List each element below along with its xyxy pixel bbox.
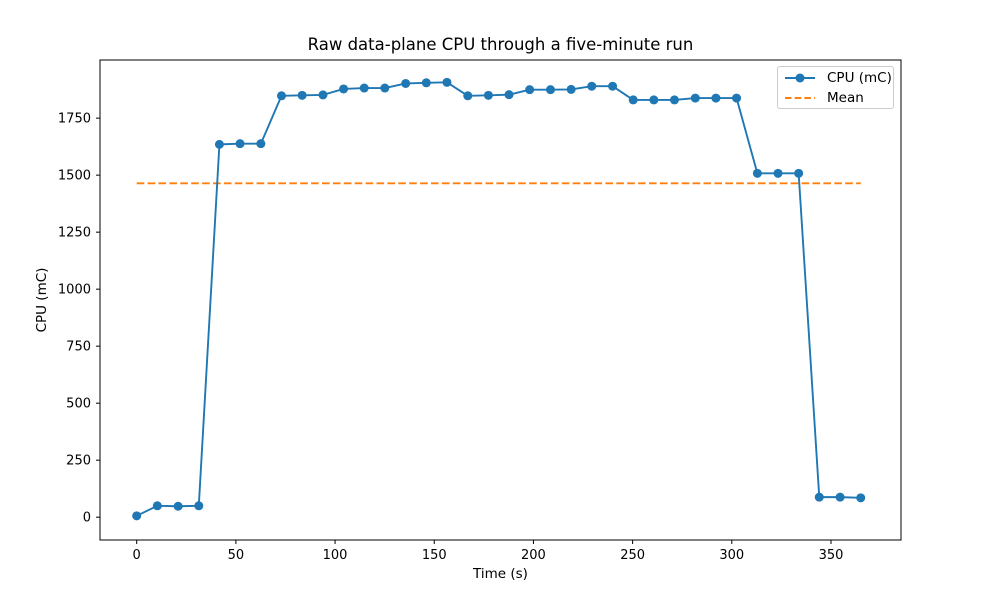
cpu-data-point (814, 492, 824, 502)
cpu-data-point (711, 93, 721, 103)
cpu-data-point (339, 84, 349, 94)
legend: CPU (mC) Mean (777, 66, 894, 109)
cpu-data-point (463, 91, 473, 101)
cpu-data-point (318, 90, 328, 100)
cpu-data-point (214, 139, 224, 149)
mean-dashed-swatch-icon (785, 97, 815, 99)
y-tick-label: 1750 (58, 112, 91, 127)
cpu-data-point (856, 493, 866, 503)
y-tick-label: 1000 (58, 283, 91, 298)
cpu-data-point (608, 81, 618, 91)
y-tick-label: 250 (66, 454, 91, 469)
x-tick-label: 200 (521, 548, 546, 563)
y-tick-label: 0 (83, 511, 91, 526)
cpu-data-point (359, 83, 369, 93)
cpu-data-point (277, 91, 287, 101)
cpu-data-point (256, 139, 266, 149)
x-tick-label: 100 (323, 548, 348, 563)
x-tick-label: 350 (819, 548, 844, 563)
cpu-data-point (566, 84, 576, 94)
x-tick-label: 300 (719, 548, 744, 563)
cpu-data-point (545, 85, 555, 95)
cpu-data-point (525, 85, 535, 95)
cpu-data-point (380, 83, 390, 93)
cpu-data-point (483, 90, 493, 100)
cpu-data-point (132, 511, 142, 521)
x-tick-label: 150 (422, 548, 447, 563)
cpu-data-point (732, 93, 742, 103)
cpu-data-point (152, 501, 162, 511)
y-tick-label: 1500 (58, 169, 91, 184)
cpu-data-point (628, 95, 638, 105)
cpu-data-point (173, 501, 183, 511)
x-axis-label: Time (s) (473, 566, 528, 582)
cpu-data-point (794, 168, 804, 178)
cpu-data-point (649, 95, 659, 105)
cpu-data-point (297, 90, 307, 100)
cpu-data-point (401, 78, 411, 88)
y-tick-label: 750 (66, 340, 91, 355)
legend-label-cpu: CPU (mC) (827, 70, 892, 86)
cpu-data-point (194, 501, 204, 511)
legend-item-mean: Mean (783, 88, 893, 108)
cpu-data-point (835, 492, 845, 502)
cpu-series-line (136, 81, 861, 517)
cpu-data-point (587, 81, 597, 91)
cpu-data-point (773, 168, 783, 178)
y-tick-label: 500 (66, 397, 91, 412)
cpu-data-point (235, 139, 245, 149)
cpu-data-point (421, 78, 431, 88)
legend-label-mean: Mean (827, 90, 864, 106)
cpu-data-point (442, 77, 452, 87)
cpu-data-point (669, 95, 679, 105)
cpu-line-marker-swatch-icon (785, 73, 815, 83)
x-tick-label: 50 (228, 548, 245, 563)
y-tick-label: 1250 (58, 226, 91, 241)
legend-item-cpu: CPU (mC) (783, 68, 893, 88)
cpu-data-point (504, 90, 514, 100)
x-tick-label: 0 (133, 548, 141, 563)
y-axis-label: CPU (mC) (34, 267, 50, 333)
cpu-data-point (752, 168, 762, 178)
chart-title: Raw data-plane CPU through a five-minute… (307, 35, 694, 54)
x-tick-label: 250 (620, 548, 645, 563)
cpu-data-point (690, 93, 700, 103)
axes-frame (99, 59, 902, 541)
